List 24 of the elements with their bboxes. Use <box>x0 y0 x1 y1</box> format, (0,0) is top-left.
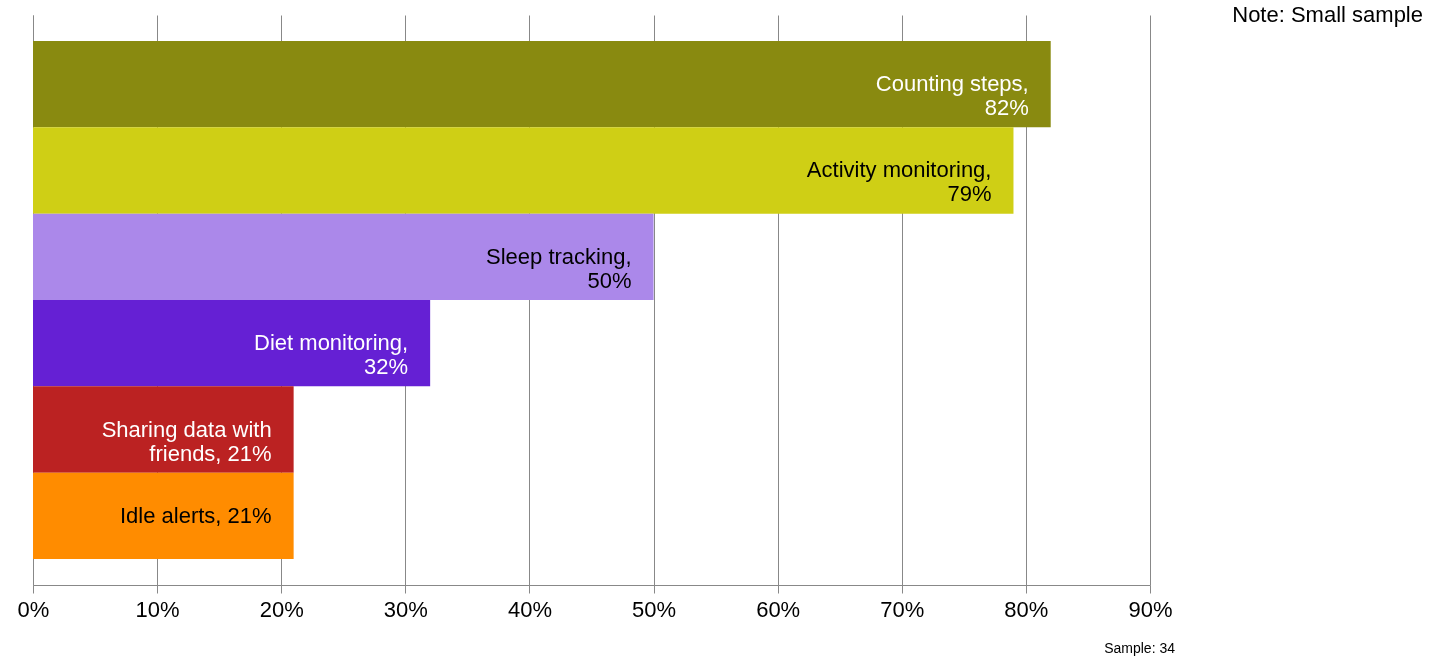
x-tick-label: 60% <box>756 596 801 622</box>
data-label: Sharing data with friends, 21% <box>101 416 272 466</box>
x-tick-label: 40% <box>507 596 552 622</box>
bar <box>33 386 294 473</box>
x-tick-label: 0% <box>17 596 50 622</box>
bar <box>33 300 431 387</box>
x-tick-label: 90% <box>1128 596 1173 622</box>
x-tick-label: 80% <box>1004 596 1049 622</box>
data-label: Counting steps, 82% <box>875 71 1029 121</box>
data-label: Activity monitoring, 79% <box>806 157 992 207</box>
x-tick-label: 50% <box>632 596 677 622</box>
data-label: Idle alerts, 21% <box>119 502 272 528</box>
bar <box>33 127 1014 214</box>
bar <box>33 472 294 560</box>
x-tick-label: 70% <box>880 596 925 622</box>
x-tick-label: 10% <box>135 596 180 622</box>
text: Note: Small sample <box>1232 2 1423 27</box>
x-tick-label: 30% <box>383 596 428 622</box>
bar <box>33 213 654 300</box>
bar <box>33 40 1051 128</box>
text: Sample: 34 <box>1104 640 1176 656</box>
data-label: Diet monitoring, 32% <box>254 330 409 380</box>
data-label: Sleep tracking, 50% <box>486 243 632 293</box>
x-tick-label: 20% <box>259 596 304 622</box>
